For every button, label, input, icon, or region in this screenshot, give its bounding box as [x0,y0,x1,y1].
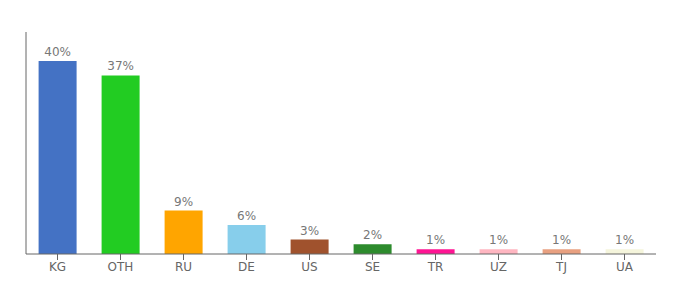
svg-text:1%: 1% [489,233,508,247]
svg-text:UZ: UZ [490,260,507,274]
svg-text:1%: 1% [615,233,634,247]
svg-text:1%: 1% [426,233,445,247]
svg-text:RU: RU [175,260,192,274]
svg-text:TJ: TJ [555,260,567,274]
svg-text:37%: 37% [107,59,134,73]
svg-text:DE: DE [238,260,255,274]
svg-text:3%: 3% [300,224,319,238]
svg-text:SE: SE [365,260,380,274]
svg-text:US: US [301,260,317,274]
svg-text:9%: 9% [174,195,193,209]
svg-text:UA: UA [616,260,634,274]
svg-text:TR: TR [427,260,444,274]
svg-text:2%: 2% [363,228,382,242]
svg-text:6%: 6% [237,209,256,223]
svg-text:OTH: OTH [108,260,134,274]
svg-text:KG: KG [49,260,66,274]
svg-text:40%: 40% [44,45,71,59]
svg-text:1%: 1% [552,233,571,247]
